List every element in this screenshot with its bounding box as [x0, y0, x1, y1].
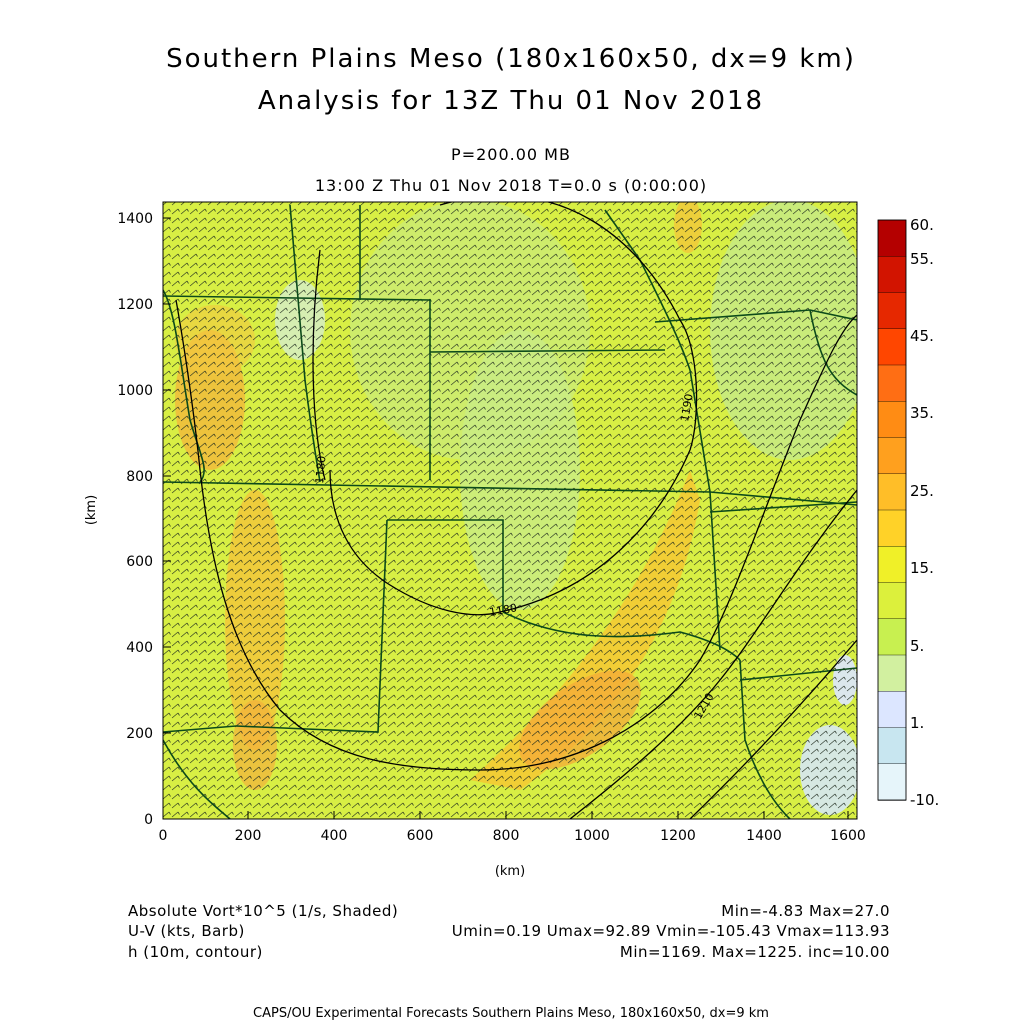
- x-tick-label: 200: [235, 828, 262, 844]
- y-tick-label: 1400: [117, 211, 153, 227]
- colorbar-swatch: [877, 509, 907, 547]
- colorbar-frame: [877, 219, 907, 801]
- colorbar-swatch: [877, 582, 907, 620]
- colorbar-swatch: [877, 219, 907, 257]
- x-tick-label: 1200: [660, 828, 696, 844]
- colorbar-label: 60.: [910, 216, 934, 234]
- colorbar: [877, 219, 907, 801]
- colorbar-label: 1.: [910, 714, 924, 732]
- contour-1210: [569, 489, 857, 819]
- field3-stats: Min=1169. Max=1225. inc=10.00: [619, 943, 890, 961]
- x-tick-label: 1400: [746, 828, 782, 844]
- valid-time: 13:00 Z Thu 01 Nov 2018 T=0.0 s (0:00:00…: [314, 176, 708, 195]
- x-tick-label: 1600: [830, 828, 866, 844]
- contour-1180-inner: [329, 449, 691, 616]
- colorbar-label: -10.: [910, 791, 939, 809]
- contour-label-1190: 1190: [678, 393, 696, 423]
- field2-stats: Umin=0.19 Umax=92.89 Vmin=-105.43 Vmax=1…: [451, 922, 890, 940]
- credit-line: CAPS/OU Experimental Forecasts Southern …: [253, 1006, 769, 1021]
- state-boundaries: [163, 204, 857, 819]
- y-tick-label: 800: [126, 469, 153, 485]
- y-tick-label: 1000: [117, 383, 153, 399]
- colorbar-label: 55.: [910, 250, 934, 268]
- field2-name: U-V (kts, Barb): [128, 922, 245, 940]
- colorbar-label: 25.: [910, 482, 934, 500]
- colorbar-swatch: [877, 691, 907, 729]
- colorbar-swatch: [877, 763, 907, 801]
- x-tick-label: 400: [321, 828, 348, 844]
- contour-1180-west: [312, 249, 326, 481]
- colorbar-label: 35.: [910, 404, 934, 422]
- colorbar-label: 15.: [910, 559, 934, 577]
- colorbar-swatch: [877, 401, 907, 439]
- y-tick-label: 600: [126, 554, 153, 570]
- height-contours: [175, 202, 857, 819]
- colorbar-swatch: [877, 546, 907, 584]
- title-line-1: Southern Plains Meso (180x160x50, dx=9 k…: [166, 44, 856, 74]
- colorbar-swatch: [877, 256, 907, 294]
- x-tick-label: 0: [159, 828, 168, 844]
- axis-ticks: [162, 217, 849, 820]
- y-tick-label: 0: [144, 812, 153, 828]
- colorbar-swatch: [877, 618, 907, 656]
- x-axis-label: (km): [495, 864, 525, 879]
- y-tick-label: 400: [126, 640, 153, 656]
- y-tick-label: 200: [126, 726, 153, 742]
- pressure-level: P=200.00 MB: [451, 145, 571, 164]
- title-line-2: Analysis for 13Z Thu 01 Nov 2018: [257, 86, 765, 116]
- field1-stats: Min=-4.83 Max=27.0: [721, 902, 890, 920]
- x-tick-label: 600: [407, 828, 434, 844]
- colorbar-swatch: [877, 364, 907, 402]
- y-tick-label: 1200: [117, 297, 153, 313]
- plot-frame: [162, 201, 858, 820]
- colorbar-swatch: [877, 328, 907, 366]
- contour-1220: [689, 639, 857, 819]
- contour-label-1180-west: 1180: [313, 455, 328, 484]
- colorbar-swatch: [877, 473, 907, 511]
- colorbar-swatch: [877, 437, 907, 475]
- wind-barbs: [163, 202, 857, 819]
- contour-label-1180: 1180: [488, 601, 518, 619]
- field3-name: h (10m, contour): [128, 943, 263, 961]
- field1-name: Absolute Vort*10^5 (1/s, Shaded): [128, 902, 399, 920]
- y-axis-label: (km): [84, 495, 99, 525]
- colorbar-label: 5.: [910, 637, 924, 655]
- x-tick-label: 800: [493, 828, 520, 844]
- colorbar-swatch: [877, 727, 907, 765]
- x-tick-label: 1000: [574, 828, 610, 844]
- contour-1190: [439, 202, 698, 451]
- colorbar-swatch: [877, 654, 907, 692]
- colorbar-swatch: [877, 292, 907, 330]
- colorbar-label: 45.: [910, 327, 934, 345]
- contour-1200: [175, 299, 857, 771]
